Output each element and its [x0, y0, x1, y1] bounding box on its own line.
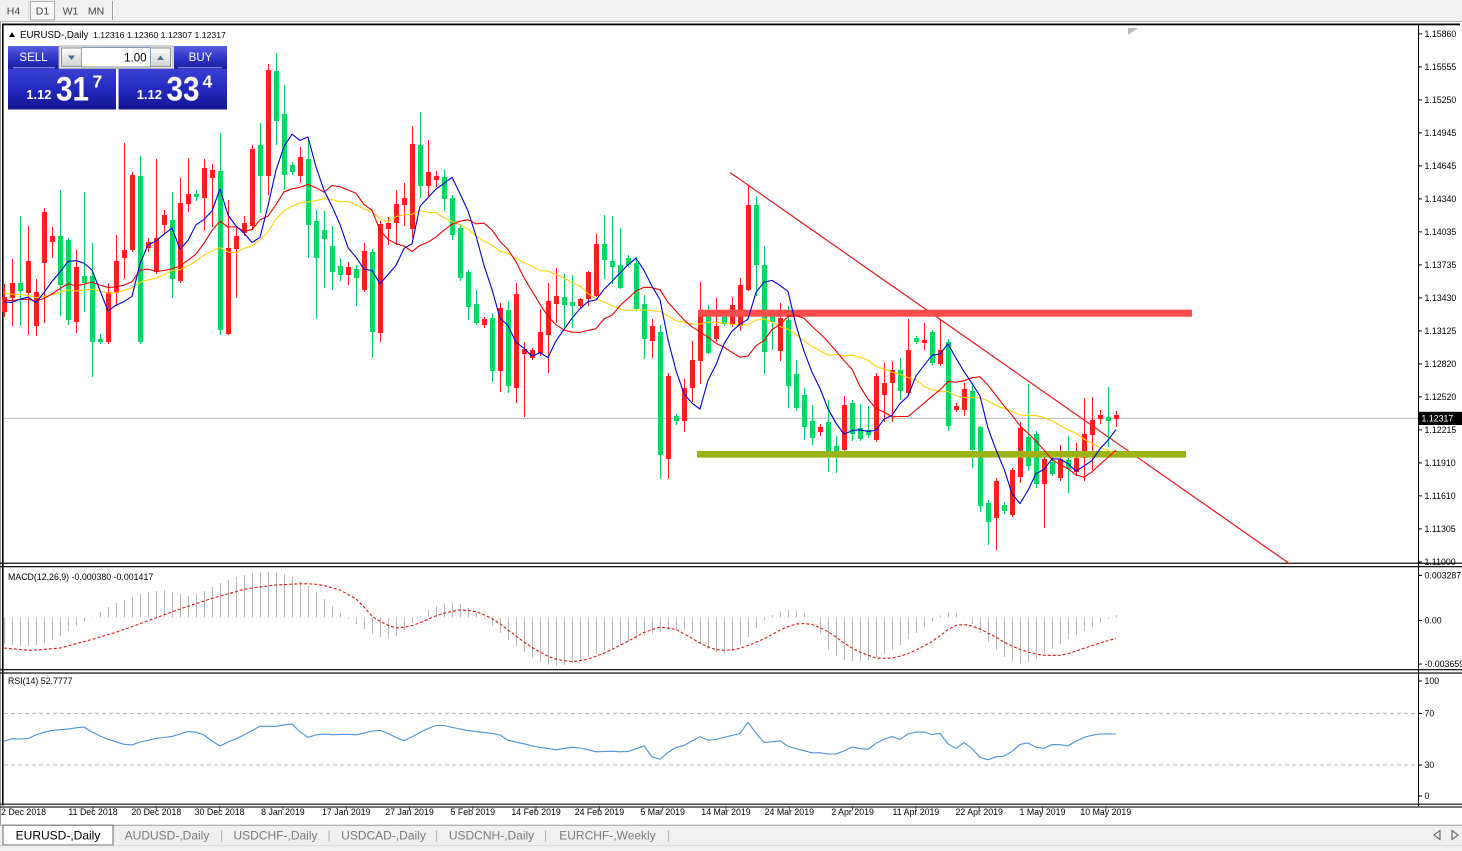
svg-text:0.00: 0.00 [1425, 616, 1442, 626]
svg-text:1.13735: 1.13735 [1425, 260, 1457, 270]
svg-text:1.11305: 1.11305 [1425, 524, 1456, 534]
svg-text:11 Dec 2018: 11 Dec 2018 [68, 807, 117, 817]
svg-text:0: 0 [1425, 791, 1430, 801]
svg-text:20 Dec 2018: 20 Dec 2018 [131, 807, 181, 817]
svg-text:W1: W1 [63, 6, 79, 18]
svg-text:SELL: SELL [19, 52, 48, 64]
svg-text:1.15860: 1.15860 [1425, 29, 1457, 39]
svg-text:USDCHF-,Daily: USDCHF-,Daily [234, 828, 318, 842]
svg-text:1.12316 1.12360 1.12307 1.1231: 1.12316 1.12360 1.12307 1.12317 [93, 30, 226, 40]
svg-text:33: 33 [167, 71, 200, 109]
svg-text:22 Apr 2019: 22 Apr 2019 [955, 807, 1003, 817]
svg-text:EURUSD-,Daily: EURUSD-,Daily [20, 30, 89, 41]
svg-text:1.15555: 1.15555 [1425, 62, 1457, 72]
svg-text:|: | [220, 828, 223, 842]
svg-text:30 Dec 2018: 30 Dec 2018 [195, 807, 245, 817]
svg-text:17 Jan 2019: 17 Jan 2019 [322, 807, 371, 817]
svg-text:70: 70 [1425, 709, 1435, 719]
svg-text:MN: MN [88, 6, 104, 18]
svg-text:30: 30 [1425, 760, 1435, 770]
svg-text:1.12317: 1.12317 [1422, 413, 1454, 423]
svg-text:14 Mar 2019: 14 Mar 2019 [701, 807, 750, 817]
svg-text:MACD(12,26,9) -0.000380 -0.001: MACD(12,26,9) -0.000380 -0.001417 [8, 572, 153, 582]
svg-text:EURCHF-,Weekly: EURCHF-,Weekly [559, 828, 655, 842]
svg-text:100: 100 [1425, 676, 1440, 686]
svg-text:1.13430: 1.13430 [1425, 293, 1457, 303]
svg-text:1.11610: 1.11610 [1425, 491, 1456, 501]
svg-text:5 Feb 2019: 5 Feb 2019 [451, 807, 496, 817]
svg-text:D1: D1 [36, 6, 50, 18]
svg-text:0.003287: 0.003287 [1425, 571, 1462, 581]
svg-text:10 May 2019: 10 May 2019 [1080, 807, 1131, 817]
svg-text:5 Mar 2019: 5 Mar 2019 [640, 807, 685, 817]
svg-text:1.11910: 1.11910 [1425, 458, 1456, 468]
svg-text:31: 31 [56, 71, 89, 109]
svg-text:14 Feb 2019: 14 Feb 2019 [511, 807, 561, 817]
svg-text:1.11000: 1.11000 [1425, 557, 1456, 567]
svg-text:27 Jan 2019: 27 Jan 2019 [385, 807, 434, 817]
svg-text:USDCAD-,Daily: USDCAD-,Daily [341, 828, 426, 842]
svg-text:BUY: BUY [189, 52, 213, 64]
svg-text:8 Jan 2019: 8 Jan 2019 [261, 807, 305, 817]
svg-text:1.13125: 1.13125 [1425, 326, 1457, 336]
svg-text:|: | [667, 828, 670, 842]
svg-text:2 Dec 2018: 2 Dec 2018 [1, 807, 46, 817]
svg-text:1.14645: 1.14645 [1425, 161, 1457, 171]
svg-text:1.00: 1.00 [124, 53, 146, 65]
svg-text:11 Apr 2019: 11 Apr 2019 [893, 807, 940, 817]
svg-text:EURUSD-,Daily: EURUSD-,Daily [16, 828, 101, 842]
svg-text:1.12215: 1.12215 [1425, 425, 1457, 435]
svg-text:1.14035: 1.14035 [1425, 227, 1457, 237]
svg-text:1.14340: 1.14340 [1425, 194, 1457, 204]
svg-text:24 Mar 2019: 24 Mar 2019 [765, 807, 814, 817]
svg-text:1.12820: 1.12820 [1425, 359, 1457, 369]
svg-text:|: | [435, 828, 438, 842]
svg-text:|: | [544, 828, 547, 842]
svg-text:1.12: 1.12 [137, 87, 162, 102]
svg-text:1.15250: 1.15250 [1425, 95, 1457, 105]
svg-text:1.12: 1.12 [26, 87, 51, 102]
svg-text:|: | [327, 828, 330, 842]
svg-text:AUDUSD-,Daily: AUDUSD-,Daily [125, 828, 210, 842]
svg-text:1.12520: 1.12520 [1425, 392, 1457, 402]
svg-text:7: 7 [93, 72, 103, 92]
svg-text:RSI(14) 52.7777: RSI(14) 52.7777 [8, 676, 73, 686]
svg-text:2 Apr 2019: 2 Apr 2019 [831, 807, 874, 817]
svg-text:24 Feb 2019: 24 Feb 2019 [575, 807, 625, 817]
svg-text:1.14945: 1.14945 [1425, 128, 1457, 138]
svg-text:H4: H4 [7, 6, 21, 18]
svg-text:4: 4 [203, 72, 213, 92]
svg-text:1 May 2019: 1 May 2019 [1020, 807, 1066, 817]
svg-text:-0.003659: -0.003659 [1425, 659, 1462, 669]
svg-text:USDCNH-,Daily: USDCNH-,Daily [449, 828, 534, 842]
